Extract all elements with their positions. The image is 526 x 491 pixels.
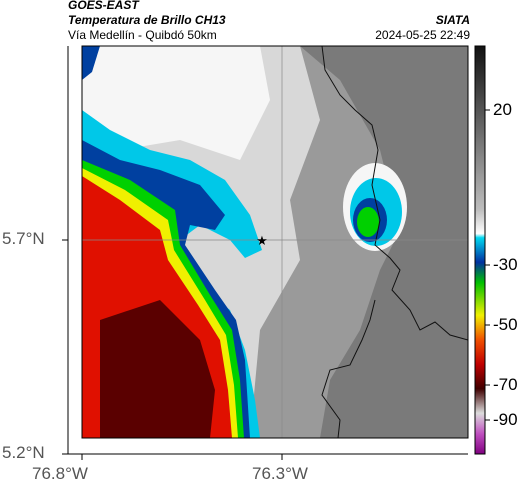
colorbar	[474, 45, 486, 455]
department-boundary	[321, 46, 468, 341]
location-marker-icon: ★	[256, 234, 268, 249]
lat-tick-5.2: 5.2°N	[2, 443, 45, 462]
satellite-name: GOES-EAST	[68, 0, 139, 12]
route-label: Vía Medellín - Quibdó 50km	[68, 28, 217, 42]
lat-tick-5.7: 5.7°N	[2, 229, 45, 248]
map-frame	[81, 45, 469, 439]
colorbar-tick-neg70: -70	[493, 375, 518, 394]
colorbar-tick-neg30: -30	[493, 255, 518, 274]
cloud-white	[82, 46, 270, 170]
colorbar-tick-20: 20	[493, 100, 512, 119]
product-title: Temperatura de Brillo CH13	[68, 13, 226, 27]
lon-tick-76.3: 76.3°W	[252, 464, 308, 483]
warm-region	[300, 46, 468, 438]
cloud-darkred	[100, 300, 215, 438]
colorbar-tick-neg50: -50	[493, 315, 518, 334]
datetime-label: 2024-05-25 22:49	[375, 28, 470, 42]
lon-tick-76.8: 76.8°W	[32, 464, 88, 483]
colorbar-tick-neg90: -90	[493, 410, 518, 429]
organization-label: SIATA	[435, 13, 470, 27]
storm-cell-green	[357, 207, 379, 237]
